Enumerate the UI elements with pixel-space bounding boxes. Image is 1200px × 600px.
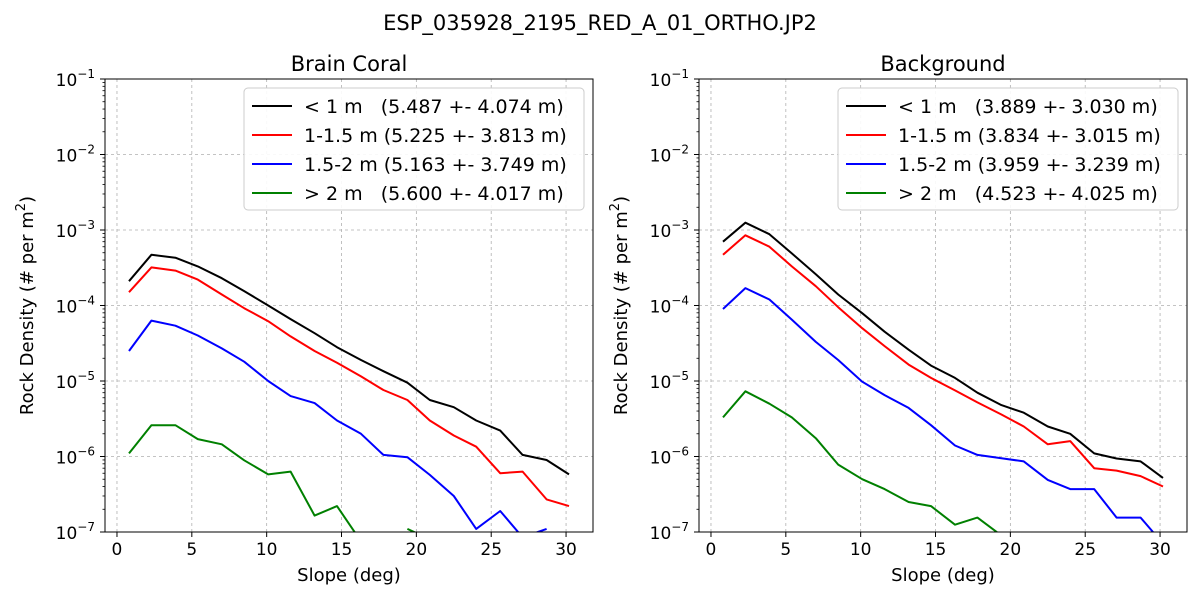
y-tick-base: 10 — [56, 524, 78, 544]
legend-box — [243, 87, 585, 211]
y-tick-label: 10−3 — [56, 218, 95, 242]
x-axis-label: Slope (deg) — [891, 565, 995, 586]
y-axis-label-close: ) — [17, 196, 38, 203]
y-axis-label-text: Rock Density (# per m — [611, 211, 632, 415]
series-line-3 — [128, 424, 417, 532]
x-tick-label: 25 — [480, 540, 502, 560]
y-tick-label: 10−5 — [56, 369, 95, 393]
y-tick-exponent: −1 — [77, 67, 95, 81]
x-tick-label: 10 — [850, 540, 872, 560]
plot-title: Brain Coral — [291, 52, 408, 76]
y-tick-base: 10 — [650, 298, 672, 318]
y-tick-label: 10−1 — [650, 67, 689, 91]
y-axis-label-close: ) — [611, 196, 632, 203]
y-tick-base: 10 — [650, 373, 672, 393]
series-line-2 — [722, 287, 1155, 532]
y-tick-base: 10 — [56, 71, 78, 91]
series-line-2 — [128, 319, 547, 532]
y-tick-exponent: −7 — [671, 520, 689, 534]
y-tick-exponent: −6 — [77, 445, 95, 459]
y-tick-label: 10−5 — [650, 369, 689, 393]
x-tick-label: 0 — [112, 540, 123, 560]
x-tick-label: 5 — [186, 540, 197, 560]
y-tick-base: 10 — [56, 449, 78, 469]
figure-title: ESP_035928_2195_RED_A_01_ORTHO.JP2 — [383, 11, 817, 36]
y-tick-base: 10 — [56, 298, 78, 318]
y-tick-base: 10 — [650, 147, 672, 167]
y-tick-label: 10−7 — [650, 520, 689, 544]
y-tick-base: 10 — [56, 373, 78, 393]
x-tick-label: 15 — [331, 540, 353, 560]
axes-frame — [698, 78, 1188, 533]
y-tick-exponent: −3 — [671, 218, 689, 232]
y-tick-exponent: −6 — [671, 445, 689, 459]
legend-label: > 2 m (4.523 +- 4.025 m) — [898, 183, 1158, 205]
y-tick-base: 10 — [650, 71, 672, 91]
x-tick-label: 0 — [706, 540, 717, 560]
legend-label: < 1 m (5.487 +- 4.074 m) — [304, 96, 564, 118]
y-tick-label: 10−3 — [650, 218, 689, 242]
x-tick-label: 15 — [925, 540, 947, 560]
x-tick-label: 30 — [1149, 540, 1171, 560]
y-tick-label: 10−2 — [56, 143, 95, 167]
y-tick-label: 10−4 — [56, 294, 95, 318]
y-tick-exponent: −1 — [671, 67, 689, 81]
series-line-1 — [128, 266, 570, 508]
plot-title: Background — [880, 52, 1005, 76]
plot-brain-coral: 0 5 10 15 20 25 3010−710−610−510−410−310−210−1… — [14, 52, 594, 586]
y-tick-exponent: −2 — [671, 143, 689, 157]
legend-label: < 1 m (3.889 +- 3.030 m) — [898, 96, 1158, 118]
y-axis-label-text: Rock Density (# per m — [17, 211, 38, 415]
legend-label: > 2 m (5.600 +- 4.017 m) — [304, 183, 564, 205]
axes-frame — [104, 78, 594, 533]
y-tick-exponent: −5 — [77, 369, 95, 383]
plot-background: 0 5 10 15 20 25 3010−710−610−510−410−310−210−1… — [608, 52, 1188, 586]
legend-label: 1-1.5 m (3.834 +- 3.015 m) — [898, 125, 1161, 147]
y-tick-base: 10 — [650, 449, 672, 469]
series-line-3 — [722, 390, 999, 532]
y-tick-exponent: −2 — [77, 143, 95, 157]
y-axis-label: Rock Density (# per m2) — [608, 196, 632, 415]
x-tick-label: 10 — [256, 540, 278, 560]
y-tick-exponent: −4 — [77, 294, 95, 308]
x-tick-label: 5 — [780, 540, 791, 560]
y-tick-base: 10 — [650, 524, 672, 544]
legend-label: 1.5-2 m (3.959 +- 3.239 m) — [898, 154, 1161, 176]
y-axis-label-superscript: 2 — [14, 203, 29, 211]
y-tick-base: 10 — [56, 222, 78, 242]
legend-label: 1.5-2 m (5.163 +- 3.749 m) — [304, 154, 567, 176]
y-tick-label: 10−2 — [650, 143, 689, 167]
y-tick-exponent: −3 — [77, 218, 95, 232]
y-tick-exponent: −4 — [671, 294, 689, 308]
series-line-0 — [722, 221, 1164, 479]
x-tick-label: 30 — [555, 540, 577, 560]
x-tick-label: 20 — [1000, 540, 1022, 560]
series-line-0 — [128, 253, 570, 476]
y-tick-exponent: −5 — [671, 369, 689, 383]
y-tick-base: 10 — [56, 147, 78, 167]
y-tick-label: 10−6 — [650, 445, 689, 469]
x-tick-label: 25 — [1074, 540, 1096, 560]
y-axis-label: Rock Density (# per m2) — [14, 196, 38, 415]
y-axis-label-superscript: 2 — [608, 203, 623, 211]
legend-label: 1-1.5 m (5.225 +- 3.813 m) — [304, 125, 567, 147]
series-line-1 — [722, 234, 1164, 488]
legend-box — [837, 87, 1179, 211]
y-tick-label: 10−1 — [56, 67, 95, 91]
y-tick-label: 10−4 — [650, 294, 689, 318]
y-tick-label: 10−6 — [56, 445, 95, 469]
y-tick-exponent: −7 — [77, 520, 95, 534]
x-tick-label: 20 — [406, 540, 428, 560]
x-axis-label: Slope (deg) — [297, 565, 401, 586]
y-tick-base: 10 — [650, 222, 672, 242]
y-tick-label: 10−7 — [56, 520, 95, 544]
